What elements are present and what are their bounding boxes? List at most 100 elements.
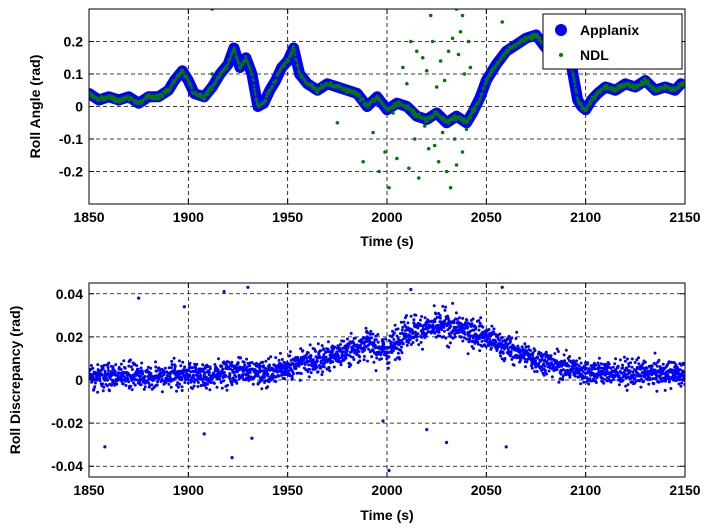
discrepancy-point xyxy=(449,324,453,328)
discrepancy-point xyxy=(288,354,292,358)
discrepancy-point xyxy=(91,366,95,370)
discrepancy-point xyxy=(600,376,604,380)
discrepancy-point xyxy=(119,362,123,366)
discrepancy-point xyxy=(537,362,541,365)
discrepancy-point xyxy=(220,364,224,368)
discrepancy-point xyxy=(274,356,278,360)
discrepancy-point xyxy=(175,383,179,387)
discrepancy-point xyxy=(154,360,157,364)
discrepancy-point xyxy=(529,349,532,352)
discrepancy-point xyxy=(386,366,390,370)
discrepancy-point xyxy=(319,349,322,353)
ndl-point xyxy=(574,87,578,91)
discrepancy-point xyxy=(331,360,335,364)
ndl-outlier-point xyxy=(210,72,214,76)
discrepancy-point xyxy=(503,357,507,360)
discrepancy-point xyxy=(123,366,127,370)
ndl-point xyxy=(185,75,189,78)
discrepancy-point xyxy=(500,336,504,339)
ndl-point xyxy=(210,88,214,91)
ndl-outlier-point xyxy=(450,36,455,41)
discrepancy-point xyxy=(213,363,217,366)
discrepancy-point xyxy=(298,378,302,382)
discrepancy-point xyxy=(345,337,349,341)
ndl-point xyxy=(469,116,473,120)
discrepancy-point xyxy=(121,382,125,386)
discrepancy-point xyxy=(621,366,625,370)
ndl-point xyxy=(599,90,602,94)
discrepancy-point xyxy=(503,347,506,351)
discrepancy-point xyxy=(309,354,313,358)
discrepancy-point xyxy=(320,365,324,369)
discrepancy-point xyxy=(396,351,400,355)
discrepancy-point xyxy=(401,342,405,346)
discrepancy-point xyxy=(321,370,325,374)
discrepancy-point xyxy=(180,389,184,392)
ndl-point xyxy=(253,90,257,93)
discrepancy-point xyxy=(432,304,436,308)
discrepancy-point xyxy=(130,379,134,382)
discrepancy-point xyxy=(96,363,100,367)
discrepancy-point xyxy=(266,374,270,378)
discrepancy-point xyxy=(188,374,192,378)
ndl-point xyxy=(127,99,131,102)
discrepancy-point xyxy=(525,349,529,353)
discrepancy-point xyxy=(657,358,661,362)
x-tick-label: 1950 xyxy=(272,209,303,225)
ndl-point xyxy=(293,49,296,53)
discrepancy-point xyxy=(142,387,146,391)
discrepancy-point xyxy=(98,379,102,383)
discrepancy-point xyxy=(376,333,380,336)
discrepancy-point xyxy=(602,381,606,385)
discrepancy-point xyxy=(409,314,413,318)
discrepancy-point xyxy=(138,380,141,384)
ndl-outlier-point xyxy=(401,65,405,70)
discrepancy-point xyxy=(207,370,211,374)
discrepancy-point xyxy=(106,366,110,370)
discrepancy-point xyxy=(333,345,337,349)
ndl-point xyxy=(573,81,577,84)
discrepancy-point xyxy=(363,348,367,352)
ndl-point xyxy=(170,84,173,88)
discrepancy-point xyxy=(399,348,403,352)
discrepancy-point xyxy=(536,356,540,360)
discrepancy-point xyxy=(93,381,97,385)
discrepancy-point xyxy=(90,379,94,383)
discrepancy-point xyxy=(396,327,400,331)
discrepancy-point xyxy=(155,383,159,387)
ndl-point xyxy=(466,120,469,124)
discrepancy-point xyxy=(192,384,196,388)
discrepancy-point xyxy=(564,348,568,352)
discrepancy-point xyxy=(111,365,115,369)
ndl-point xyxy=(573,84,577,87)
ndl-outlier-point xyxy=(460,13,465,18)
discrepancy-point xyxy=(271,372,275,376)
discrepancy-point xyxy=(438,314,442,317)
discrepancy-point xyxy=(102,385,106,389)
ndl-point xyxy=(271,85,275,88)
discrepancy-point xyxy=(188,361,192,365)
ndl-point xyxy=(329,81,333,84)
discrepancy-point xyxy=(617,374,621,378)
discrepancy-point xyxy=(461,316,465,320)
discrepancy-point xyxy=(658,365,662,369)
discrepancy-point xyxy=(498,332,502,336)
discrepancy-point xyxy=(494,332,497,336)
ndl-outlier-point xyxy=(361,159,365,164)
discrepancy-point xyxy=(523,357,527,361)
ndl-point xyxy=(290,50,294,54)
ndl-outlier-point xyxy=(383,150,387,154)
discrepancy-point xyxy=(203,384,207,388)
discrepancy-point xyxy=(391,349,395,353)
discrepancy-point xyxy=(543,364,547,368)
ndl-outlier-point xyxy=(500,20,505,24)
ndl-point xyxy=(229,56,232,59)
discrepancy-point xyxy=(180,385,184,389)
discrepancy-point xyxy=(468,337,472,341)
discrepancy-point xyxy=(544,350,548,354)
discrepancy-point xyxy=(643,360,647,364)
discrepancy-point xyxy=(557,380,561,384)
roll-angle-panel: 1850 1900 1950 2000 2050 2100 2150 -0.2 -0.1 0 0.1… xyxy=(27,8,701,249)
ndl-outlier-point xyxy=(466,39,471,44)
discrepancy-point xyxy=(516,344,520,348)
